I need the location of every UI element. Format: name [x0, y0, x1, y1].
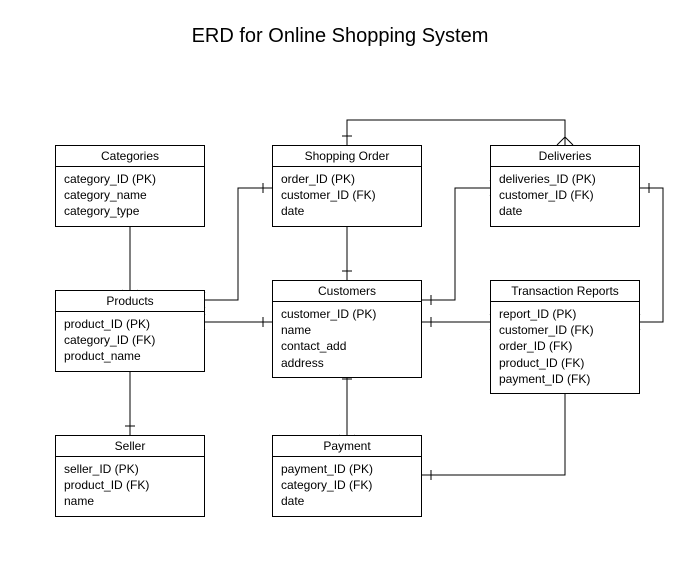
entity-deliveries: Deliveriesdeliveries_ID (PK)customer_ID …	[490, 145, 640, 227]
attribute: name	[281, 322, 413, 338]
entity-attributes: seller_ID (PK)product_ID (FK)name	[56, 457, 204, 516]
attribute: product_ID (FK)	[499, 355, 631, 371]
entity-name: Seller	[56, 436, 204, 457]
edge-shoppingorder-deliveries	[347, 120, 565, 145]
entity-attributes: category_ID (PK)category_namecategory_ty…	[56, 167, 204, 226]
entity-products: Productsproduct_ID (PK)category_ID (FK)p…	[55, 290, 205, 372]
attribute: date	[281, 493, 413, 509]
entity-attributes: deliveries_ID (PK)customer_ID (FK)date	[491, 167, 639, 226]
attribute: customer_ID (PK)	[281, 306, 413, 322]
edge-deliveries-transactionreports	[640, 188, 663, 322]
entity-transaction_reports: Transaction Reportsreport_ID (PK)custome…	[490, 280, 640, 394]
attribute: address	[281, 355, 413, 371]
entity-name: Products	[56, 291, 204, 312]
attribute: seller_ID (PK)	[64, 461, 196, 477]
attribute: date	[281, 203, 413, 219]
entity-attributes: order_ID (PK)customer_ID (FK)date	[273, 167, 421, 226]
diagram-title: ERD for Online Shopping System	[0, 25, 680, 48]
attribute: payment_ID (FK)	[499, 371, 631, 387]
entity-payment: Paymentpayment_ID (PK)category_ID (FK)da…	[272, 435, 422, 517]
attribute: category_ID (PK)	[64, 171, 196, 187]
entity-name: Customers	[273, 281, 421, 302]
erd-canvas: ERD for Online Shopping System Categorie…	[0, 0, 680, 580]
entity-attributes: customer_ID (PK)namecontact_addaddress	[273, 302, 421, 377]
attribute: deliveries_ID (PK)	[499, 171, 631, 187]
attribute: product_ID (FK)	[64, 477, 196, 493]
entity-customers: Customerscustomer_ID (PK)namecontact_add…	[272, 280, 422, 378]
attribute: customer_ID (FK)	[499, 322, 631, 338]
attribute: customer_ID (FK)	[499, 187, 631, 203]
entity-attributes: product_ID (PK)category_ID (FK)product_n…	[56, 312, 204, 371]
attribute: category_ID (FK)	[281, 477, 413, 493]
attribute: order_ID (PK)	[281, 171, 413, 187]
edge-payment-transactionreports	[422, 380, 565, 475]
entity-categories: Categoriescategory_ID (PK)category_namec…	[55, 145, 205, 227]
attribute: payment_ID (PK)	[281, 461, 413, 477]
entity-attributes: report_ID (PK)customer_ID (FK)order_ID (…	[491, 302, 639, 393]
entity-name: Transaction Reports	[491, 281, 639, 302]
attribute: product_name	[64, 348, 196, 364]
entity-seller: Sellerseller_ID (PK)product_ID (FK)name	[55, 435, 205, 517]
entity-name: Shopping Order	[273, 146, 421, 167]
attribute: customer_ID (FK)	[281, 187, 413, 203]
entity-name: Payment	[273, 436, 421, 457]
entity-shopping_order: Shopping Orderorder_ID (PK)customer_ID (…	[272, 145, 422, 227]
attribute: name	[64, 493, 196, 509]
entity-attributes: payment_ID (PK)category_ID (FK)date	[273, 457, 421, 516]
entity-name: Categories	[56, 146, 204, 167]
attribute: contact_add	[281, 338, 413, 354]
attribute: date	[499, 203, 631, 219]
attribute: category_name	[64, 187, 196, 203]
attribute: category_type	[64, 203, 196, 219]
entity-name: Deliveries	[491, 146, 639, 167]
edge-products-shoppingorder	[205, 188, 272, 300]
attribute: order_ID (FK)	[499, 338, 631, 354]
attribute: category_ID (FK)	[64, 332, 196, 348]
edge-customers-deliveries	[422, 188, 490, 300]
attribute: product_ID (PK)	[64, 316, 196, 332]
attribute: report_ID (PK)	[499, 306, 631, 322]
